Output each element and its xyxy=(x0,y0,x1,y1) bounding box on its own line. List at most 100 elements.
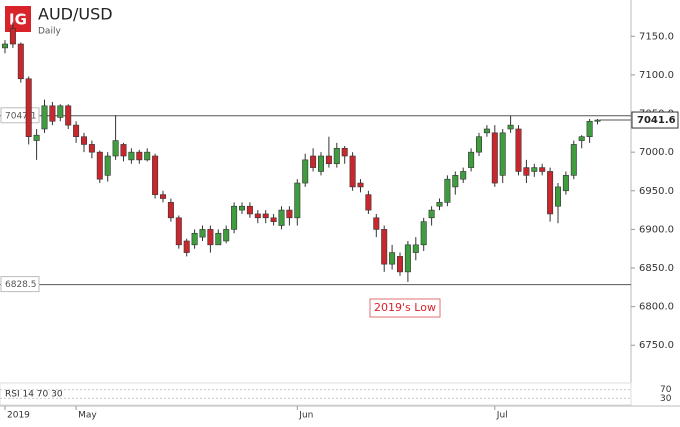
candle-body xyxy=(499,132,506,176)
candle-body xyxy=(420,221,427,246)
last-price: 7041.6 xyxy=(637,115,676,126)
rsi-label: RSI 14 70 30 xyxy=(5,390,63,400)
candle-body xyxy=(554,186,561,207)
x-tick-label: Jun xyxy=(298,411,313,421)
rsi-tick-label: 30 xyxy=(660,394,672,404)
x-tick-label: 2019 xyxy=(7,411,30,421)
candle-body xyxy=(49,105,56,122)
candle-body xyxy=(207,229,214,246)
level-label-box xyxy=(0,276,40,293)
candle-body xyxy=(310,155,317,168)
candle-body xyxy=(389,252,396,265)
candle-body xyxy=(278,209,285,226)
candle-body xyxy=(136,151,143,161)
rsi-tick-label: 70 xyxy=(660,385,672,395)
logo: IG xyxy=(9,11,27,29)
level-label: 6828.5 xyxy=(5,280,37,290)
candle-body xyxy=(65,105,72,126)
candle-body xyxy=(215,232,222,246)
candle-body xyxy=(562,175,569,192)
candle-body xyxy=(1,43,9,49)
candle-body xyxy=(17,43,24,80)
candle-body xyxy=(57,105,64,118)
y-tick-label: 7100.0 xyxy=(639,70,674,81)
candle-body xyxy=(586,120,593,138)
candle-body xyxy=(444,178,451,203)
candle-body xyxy=(468,151,475,168)
candle-body xyxy=(325,155,332,165)
candle-body xyxy=(73,124,80,138)
candle-body xyxy=(341,147,348,157)
candle-body xyxy=(160,194,167,199)
last-price-box xyxy=(631,111,679,129)
candle-body xyxy=(81,136,88,145)
candle-body xyxy=(41,105,48,130)
candle-body xyxy=(167,202,174,219)
candle-body xyxy=(120,144,127,157)
y-tick-label: 6900.0 xyxy=(639,224,674,235)
y-tick-label: 7000.0 xyxy=(639,147,674,158)
candle-body xyxy=(191,232,198,246)
candle-body xyxy=(507,124,514,130)
candle-body xyxy=(231,205,238,230)
candle-body xyxy=(349,155,356,188)
y-tick-label: 6750.0 xyxy=(639,340,674,351)
candle-body xyxy=(128,151,135,161)
level-label: 7047.1 xyxy=(5,111,37,121)
annotation: 2019's Low xyxy=(374,301,436,314)
candle-body xyxy=(428,209,435,219)
candle-body xyxy=(333,147,340,165)
candle-body xyxy=(531,167,538,172)
candle-body xyxy=(594,119,601,122)
candle-body xyxy=(25,78,32,138)
candle-body xyxy=(491,132,498,184)
candle-body xyxy=(515,128,522,172)
candle-body xyxy=(365,194,372,211)
rsi-panel xyxy=(0,382,632,406)
y-tick-label: 6950.0 xyxy=(639,186,674,197)
candle-body xyxy=(539,167,546,172)
candle-body xyxy=(412,244,419,253)
x-tick-label: May xyxy=(78,411,97,421)
candle-body xyxy=(404,244,411,273)
candle-body xyxy=(254,213,261,219)
chart-subtitle: Daily xyxy=(38,27,61,37)
chart-title: AUD/USD xyxy=(38,5,113,24)
candle-body xyxy=(9,28,16,45)
candle-body xyxy=(452,175,459,188)
candle-body xyxy=(144,151,151,161)
y-tick-label: 6800.0 xyxy=(639,302,674,313)
y-tick-label: 7150.0 xyxy=(639,31,674,42)
candle-body xyxy=(33,134,40,141)
candle-body xyxy=(104,155,111,176)
candle-body xyxy=(246,205,253,215)
candle-body xyxy=(317,155,324,172)
candle-body xyxy=(357,182,364,188)
candle-body xyxy=(96,151,103,180)
candle-body xyxy=(270,217,277,222)
candle-body xyxy=(183,240,190,253)
candle-body xyxy=(286,209,293,219)
candle-body xyxy=(483,128,490,134)
candle-body xyxy=(436,202,443,207)
candle-body xyxy=(570,144,577,176)
candle-body xyxy=(88,144,95,153)
candle-body xyxy=(396,256,403,273)
candle-body xyxy=(373,217,380,230)
candle-body xyxy=(460,171,467,180)
candle-body xyxy=(175,217,182,246)
candle-body xyxy=(199,229,206,238)
candle-body xyxy=(381,229,388,265)
candle-body xyxy=(294,182,301,219)
candle-body xyxy=(547,171,554,215)
candle-body xyxy=(475,136,482,153)
candle-body xyxy=(239,205,246,211)
candle-body xyxy=(223,229,230,242)
candle-body xyxy=(302,159,309,184)
annotation-box xyxy=(369,298,441,318)
candle-body xyxy=(112,140,119,157)
x-tick-label: Jul xyxy=(496,411,508,421)
candle-body xyxy=(578,136,585,141)
